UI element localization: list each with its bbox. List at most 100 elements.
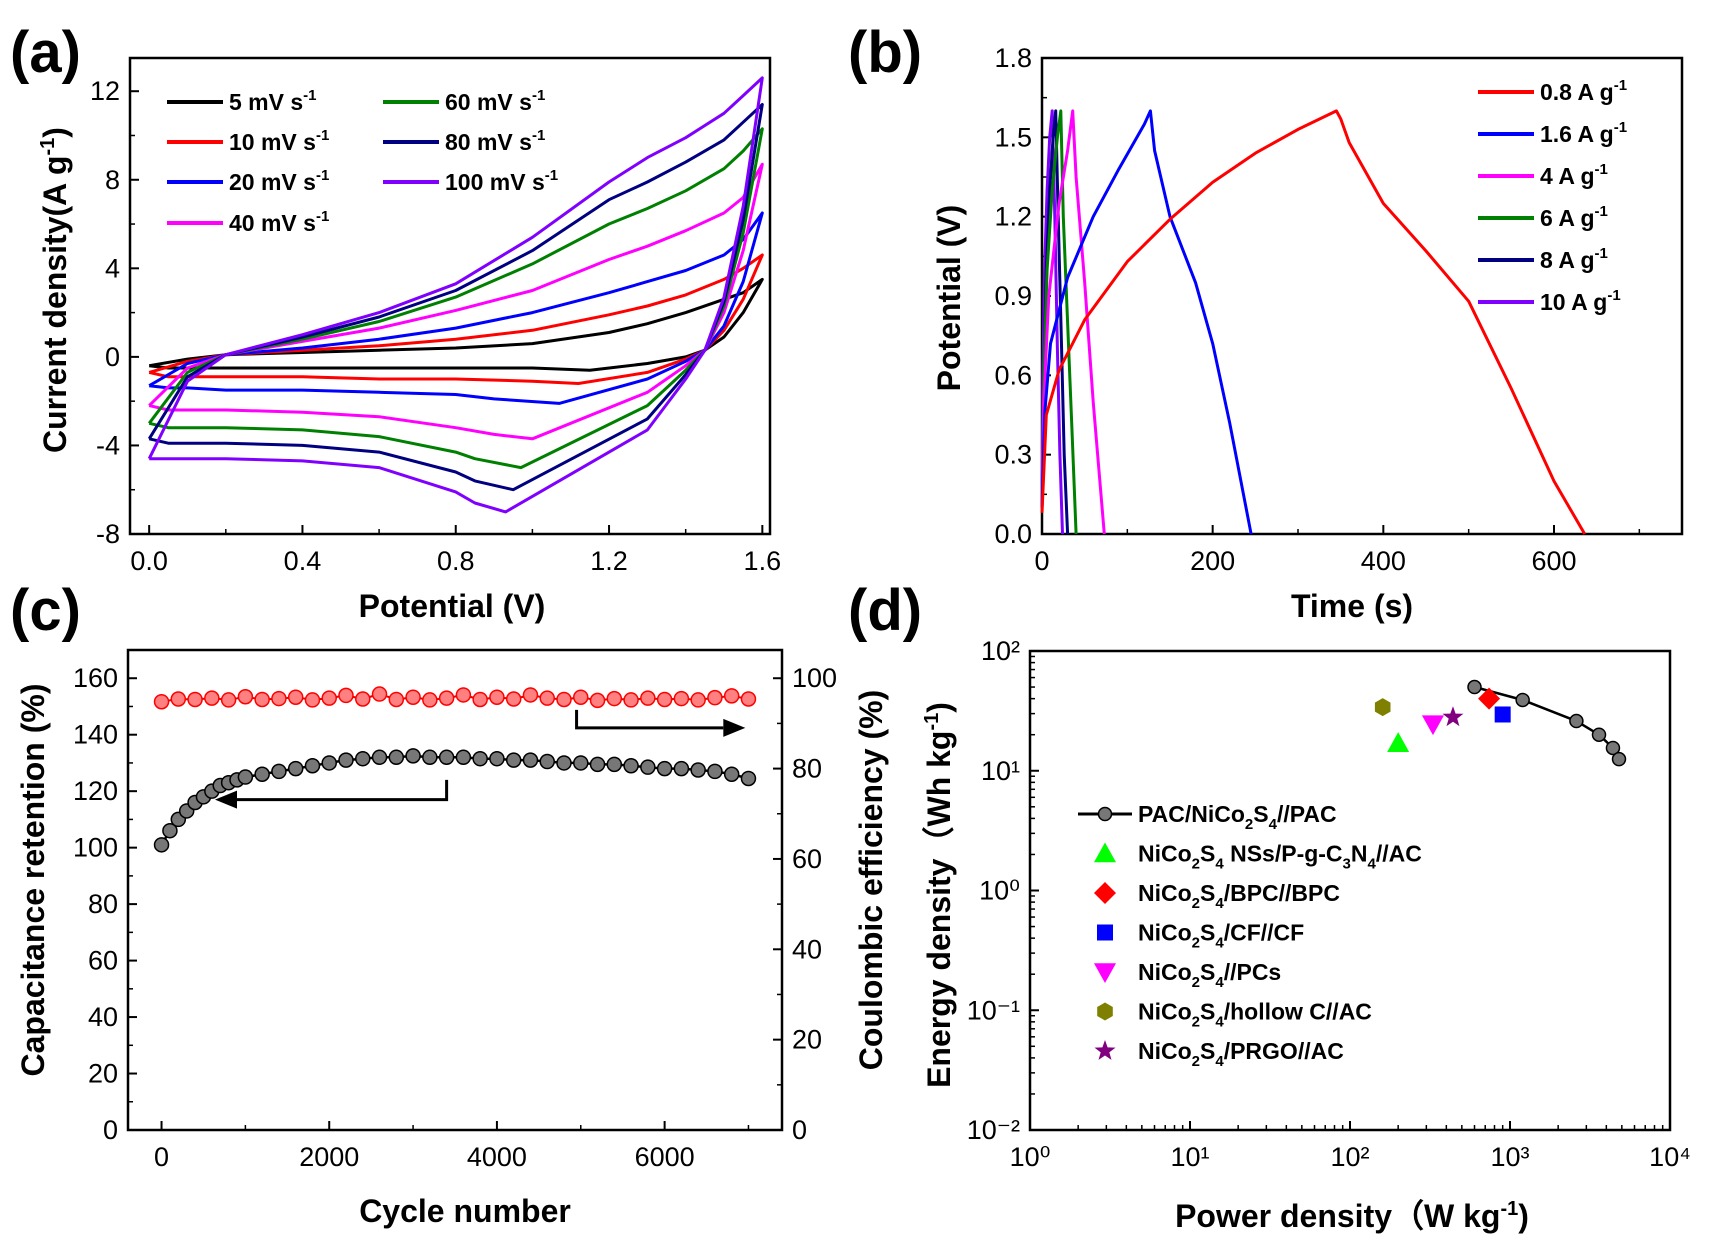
- d-legend-label-seg: 2: [1192, 1014, 1200, 1031]
- d-legend-label-seg: 4: [1215, 1014, 1224, 1031]
- a-series-line: [148, 211, 764, 405]
- panel-label-c: (c): [10, 578, 81, 643]
- d-legend-label-seg: NiCo: [1138, 959, 1192, 985]
- a-legend-label-sup: -1: [316, 208, 329, 225]
- d-legend-label: NiCo2S4/CF//CF: [1138, 920, 1304, 952]
- d-point: [1478, 687, 1501, 710]
- c-xtick-label: 0: [154, 1142, 169, 1172]
- c-retention-point: [304, 758, 321, 774]
- a-ylabel-text: Current density: [37, 216, 73, 453]
- a-ytick-label: 8: [105, 165, 120, 195]
- c-retention-point: [237, 769, 254, 785]
- a-legend-label-text: 100 mV s: [445, 169, 545, 195]
- d-legend-label-seg: PAC/NiCo: [1138, 801, 1245, 827]
- c-efficiency-point: [287, 689, 304, 705]
- a-ylabel: Current density(A g-1): [37, 127, 73, 453]
- b-legend-label: 10 A g-1: [1540, 287, 1621, 315]
- b-legend-label: 8 A g-1: [1540, 245, 1608, 273]
- c-retention-point: [522, 752, 539, 768]
- a-legend-label-text: 80 mV s: [445, 129, 532, 155]
- d-legend-swatch: [1094, 842, 1116, 863]
- c-ylabel-right: Coulombic efficiency (%): [853, 690, 889, 1071]
- c-retention-point: [589, 756, 606, 773]
- c-retention-point: [153, 837, 170, 853]
- c-retention-point: [573, 755, 589, 771]
- a-axes-frame: [128, 56, 772, 536]
- d-xtick-label: 10¹: [1170, 1142, 1209, 1172]
- d-legend-label-seg: 4: [1215, 1053, 1224, 1070]
- d-ylabel-sup: -1: [921, 713, 943, 731]
- c-ytick-label: 40: [88, 1002, 118, 1032]
- d-point: [1374, 698, 1391, 717]
- c-efficiency-point: [707, 689, 723, 706]
- c-retention-point: [539, 753, 555, 770]
- c-efficiency-point: [640, 690, 656, 706]
- d-legend-label-seg: 3: [1343, 856, 1351, 873]
- a-legend-label-sup: -1: [532, 127, 545, 144]
- a-xtick-label: 0.4: [284, 546, 322, 576]
- c-retention-point: [405, 748, 421, 764]
- c-efficiency-point: [321, 690, 337, 706]
- d-legend-swatch: [1094, 1040, 1116, 1060]
- d-ytick-label: 10⁻²: [967, 1115, 1020, 1145]
- c-retention-point: [723, 766, 740, 782]
- d-legend-swatch: [1097, 1002, 1113, 1021]
- b-ytick-label: 0.0: [994, 519, 1032, 549]
- a-ylabel-sup: -1: [37, 138, 59, 156]
- a-ytick-label: -4: [96, 430, 120, 460]
- a-series-line: [148, 277, 764, 372]
- b-legend-label-sup: -1: [1614, 119, 1627, 136]
- a-legend-label-sup: -1: [303, 87, 316, 104]
- d-ylabel-close: ): [921, 702, 957, 713]
- c-efficiency-point: [170, 691, 187, 707]
- a-legend-label: 60 mV s-1: [445, 87, 545, 115]
- d-legend-label-seg: 4: [1215, 856, 1224, 873]
- d-legend-label-seg: 2: [1192, 974, 1200, 991]
- b-legend-label-text: 1.6 A g: [1540, 121, 1614, 147]
- a-legend-label-sup: -1: [316, 127, 329, 144]
- b-legend-label-text: 10 A g: [1540, 289, 1607, 315]
- c-retention-point: [162, 822, 178, 839]
- d-legend-label-seg: NiCo: [1138, 841, 1192, 867]
- d-xlabel-close: ): [1518, 1198, 1529, 1234]
- b-legend-label: 4 A g-1: [1540, 161, 1608, 189]
- d-ytick-label: 10¹: [981, 756, 1020, 786]
- c-retention-point: [422, 749, 438, 766]
- a-series-line: [148, 253, 764, 385]
- d-legend-label-seg: /CF//CF: [1224, 920, 1305, 946]
- d-legend-label-seg: 4: [1269, 816, 1278, 833]
- panel-label-d: (d): [848, 578, 922, 643]
- c-ytick-label: 20: [792, 1025, 822, 1055]
- b-ytick-label: 1.2: [994, 202, 1032, 232]
- a-legend-label: 40 mV s-1: [229, 208, 329, 236]
- d-legend-label-seg: NiCo: [1138, 880, 1192, 906]
- a-xtick-label: 0.0: [130, 546, 168, 576]
- c-ytick-label: 100: [73, 833, 118, 863]
- b-ytick-label: 1.8: [994, 43, 1032, 73]
- d-point: [1569, 713, 1584, 729]
- c-retention-point: [438, 749, 455, 766]
- a-ytick-label: 0: [105, 342, 120, 372]
- c-ytick-label: 120: [73, 776, 118, 806]
- c-retention-point: [254, 766, 270, 782]
- d-legend-label-seg: 2: [1192, 1053, 1200, 1070]
- c-efficiency-point: [422, 692, 438, 708]
- b-legend-label-sup: -1: [1607, 287, 1620, 304]
- d-legend-label-seg: 4: [1215, 935, 1224, 952]
- c-efficiency-point: [338, 687, 354, 704]
- c-efficiency-point: [556, 691, 572, 708]
- b-legend-label-sup: -1: [1595, 245, 1608, 262]
- d-legend-label-seg: 2: [1192, 895, 1200, 912]
- d-xlabel-sup: -1: [1500, 1198, 1518, 1220]
- d-point: [1442, 706, 1464, 727]
- d-legend-label-seg: NiCo: [1138, 1038, 1192, 1064]
- c-ytick-label: 0: [792, 1115, 807, 1145]
- a-legend-label: 10 mV s-1: [229, 127, 329, 155]
- b-xtick-label: 400: [1361, 546, 1406, 576]
- c-retention-point: [455, 749, 472, 766]
- c-efficiency-point: [505, 691, 522, 707]
- d-legend-label-seg: S: [1200, 880, 1215, 906]
- b-series-line: [1040, 109, 1106, 535]
